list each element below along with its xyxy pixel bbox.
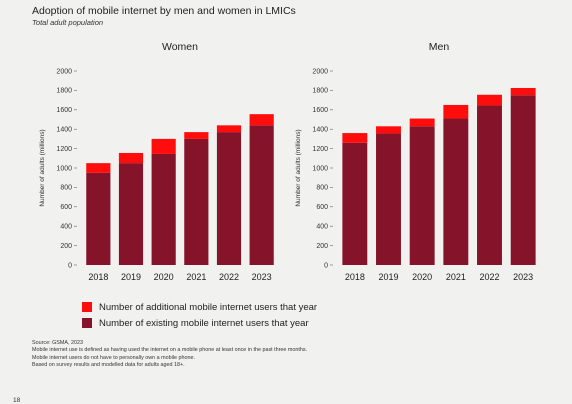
bar-additional-women-2019 — [118, 152, 144, 164]
source-notes: Source: GSMA, 2023 Mobile internet use i… — [32, 340, 307, 369]
bar-additional-men-2023 — [510, 87, 536, 96]
x-tick-label-women: 2021 — [186, 272, 206, 282]
bar-additional-men-2022 — [477, 94, 502, 106]
page-number: 18 — [13, 397, 21, 404]
legend-item-additional: Number of additional mobile internet use… — [82, 299, 317, 315]
bar-existing-men-2023 — [510, 95, 536, 265]
y-tick-label-men: 1600 — [312, 107, 328, 114]
x-tick-label-women: 2018 — [88, 272, 108, 282]
bar-existing-men-2022 — [477, 105, 502, 265]
chart-title-men: Men — [429, 41, 450, 53]
y-tick-label-women: 800 — [60, 185, 72, 192]
x-tick-label-women: 2020 — [154, 272, 174, 282]
note-line-definition: Mobile internet use is defined as having… — [32, 347, 308, 354]
y-tick-label-men: 0 — [324, 262, 328, 269]
y-tick-label-men: 1000 — [312, 165, 328, 172]
x-tick-label-women: 2022 — [219, 272, 239, 282]
y-tick-label-men: 600 — [316, 204, 328, 211]
y-tick-label-women: 1600 — [56, 107, 72, 114]
y-tick-label-men: 200 — [316, 243, 328, 250]
source-line: Source: GSMA, 2023 — [32, 340, 83, 346]
bar-additional-women-2022 — [216, 125, 242, 133]
x-tick-label-men: 2018 — [345, 272, 365, 282]
y-tick-label-women: 2000 — [56, 68, 72, 75]
y-tick-label-men: 800 — [316, 185, 328, 192]
x-tick-label-men: 2019 — [378, 272, 398, 282]
y-tick-label-women: 600 — [60, 204, 72, 211]
y-tick-label-men: 1200 — [312, 146, 328, 153]
legend-swatch-existing — [82, 318, 92, 328]
bar-additional-women-2020 — [151, 138, 176, 154]
bar-existing-women-2021 — [184, 138, 209, 265]
y-axis-label-men: Number of adults (millions) — [295, 129, 302, 206]
legend-swatch-additional — [82, 302, 92, 312]
legend-label-additional: Number of additional mobile internet use… — [99, 301, 318, 313]
bar-existing-men-2021 — [443, 118, 469, 265]
y-tick-label-women: 400 — [60, 224, 72, 231]
note-line-basis: Based on survey results and modelled dat… — [32, 361, 185, 368]
x-tick-label-women: 2023 — [252, 272, 272, 282]
x-tick-label-men: 2020 — [412, 272, 432, 282]
y-tick-label-women: 1000 — [56, 165, 72, 172]
y-tick-label-women: 0 — [68, 262, 72, 269]
x-tick-label-men: 2023 — [513, 272, 533, 282]
bar-additional-women-2023 — [249, 114, 274, 126]
bar-existing-women-2023 — [249, 125, 274, 265]
bar-additional-women-2018 — [86, 163, 111, 173]
y-tick-label-men: 2000 — [312, 68, 328, 75]
bar-existing-men-2018 — [342, 142, 368, 265]
legend-label-existing: Number of existing mobile internet users… — [99, 317, 309, 329]
bar-additional-men-2020 — [409, 118, 435, 127]
page-title: Adoption of mobile internet by men and w… — [32, 5, 296, 17]
x-tick-label-men: 2021 — [446, 272, 466, 282]
bar-existing-men-2020 — [409, 126, 435, 265]
bar-additional-women-2021 — [184, 132, 209, 139]
x-tick-label-men: 2022 — [479, 272, 499, 282]
x-tick-label-women: 2019 — [121, 272, 141, 282]
chart-title-women: Women — [162, 41, 198, 53]
y-tick-label-women: 1400 — [56, 127, 72, 134]
bar-existing-women-2019 — [118, 163, 144, 265]
bar-additional-men-2019 — [376, 126, 401, 134]
bar-additional-men-2018 — [342, 133, 368, 143]
page-subtitle: Total adult population — [32, 18, 104, 27]
note-line-ownership: Mobile internet users do not have to per… — [32, 354, 196, 361]
legend: Number of additional mobile internet use… — [82, 299, 317, 331]
y-tick-label-women: 1200 — [56, 146, 72, 153]
legend-item-existing: Number of existing mobile internet users… — [82, 315, 317, 331]
y-tick-label-women: 200 — [60, 243, 72, 250]
y-tick-label-men: 1400 — [312, 127, 328, 134]
charts-canvas: Women Number of adults (millions) 0 200 400 6… — [39, 41, 536, 282]
bar-additional-men-2021 — [443, 104, 469, 119]
y-tick-label-men: 1800 — [312, 88, 328, 95]
y-axis-label-women: Number of adults (millions) — [39, 129, 46, 206]
bar-existing-women-2020 — [151, 153, 176, 265]
bar-existing-women-2022 — [216, 132, 242, 265]
bar-existing-women-2018 — [86, 172, 111, 265]
y-tick-label-men: 400 — [316, 224, 328, 231]
bar-existing-men-2019 — [376, 133, 401, 265]
y-tick-label-women: 1800 — [56, 88, 72, 95]
